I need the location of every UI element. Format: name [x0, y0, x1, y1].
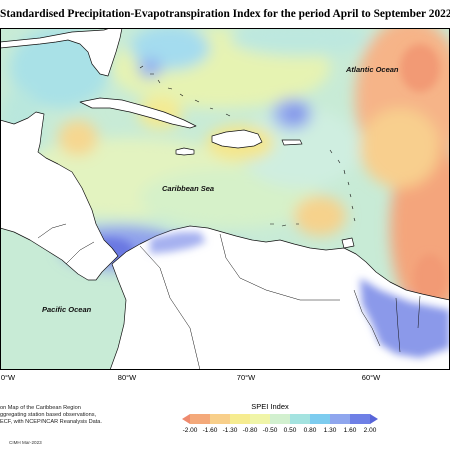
legend-swatch	[190, 414, 211, 424]
legend-swatch	[250, 414, 271, 424]
map-notes: on Map of the Caribbean Region ggregatin…	[0, 405, 102, 427]
note-line: ggregating station based observations,	[0, 412, 97, 419]
pacific-ocean-label: Pacific Ocean	[42, 305, 92, 314]
legend-tick-label: 0.80	[303, 427, 317, 434]
legend-swatch	[182, 414, 190, 424]
land-borders	[37, 223, 421, 370]
legend-swatch	[210, 414, 231, 424]
coastal-wet-band	[150, 232, 450, 358]
legend-tick-label: 0.50	[283, 427, 297, 434]
legend-tick-label: -1.60	[202, 427, 218, 434]
legend-tick-label: -0.80	[242, 427, 258, 434]
legend-tick-label: 2.00	[363, 427, 377, 434]
islands	[139, 65, 356, 227]
lon-tick-60: 60°W	[361, 373, 381, 382]
legend-tick-label: 1.60	[343, 427, 357, 434]
legend-colorbar	[182, 414, 378, 424]
note-line: ECF, with NCEP/NCAR Reanalysis Data.	[0, 419, 102, 426]
legend-tick-label: -1.30	[222, 427, 238, 434]
legend-swatch	[290, 414, 311, 424]
lon-tick-80: 80°W	[117, 373, 137, 382]
legend-tick-label: 1.30	[323, 427, 337, 434]
legend-swatch	[270, 414, 291, 424]
legend-swatch	[370, 414, 378, 424]
legend-swatch	[330, 414, 351, 424]
legend-swatch	[230, 414, 251, 424]
legend-tick-label: -0.50	[262, 427, 278, 434]
atlantic-ocean-label: Atlantic Ocean	[345, 65, 399, 74]
lon-tick-70: 70°W	[236, 373, 256, 382]
caribbean-sea-label: Caribbean Sea	[162, 184, 214, 193]
note-line: on Map of the Caribbean Region	[0, 405, 81, 411]
credit: CIMH Mar-2023	[9, 440, 42, 445]
land-masses	[0, 28, 450, 370]
legend-tick-label: -2.00	[182, 427, 198, 434]
spei-map: Atlantic Ocean Caribbean Sea Pacific Oce…	[0, 28, 450, 370]
lon-tick-90: 0°W	[0, 373, 16, 382]
legend-swatch	[310, 414, 331, 424]
legend-title: SPEI Index	[251, 402, 289, 411]
legend-swatch	[350, 414, 371, 424]
legend-ticks: -2.00 -1.60 -1.30 -0.80 -0.50 0.50 0.80 1.30 1.6…	[0, 427, 450, 437]
map-title: Standardised Precipitation-Evapotranspir…	[0, 8, 450, 20]
